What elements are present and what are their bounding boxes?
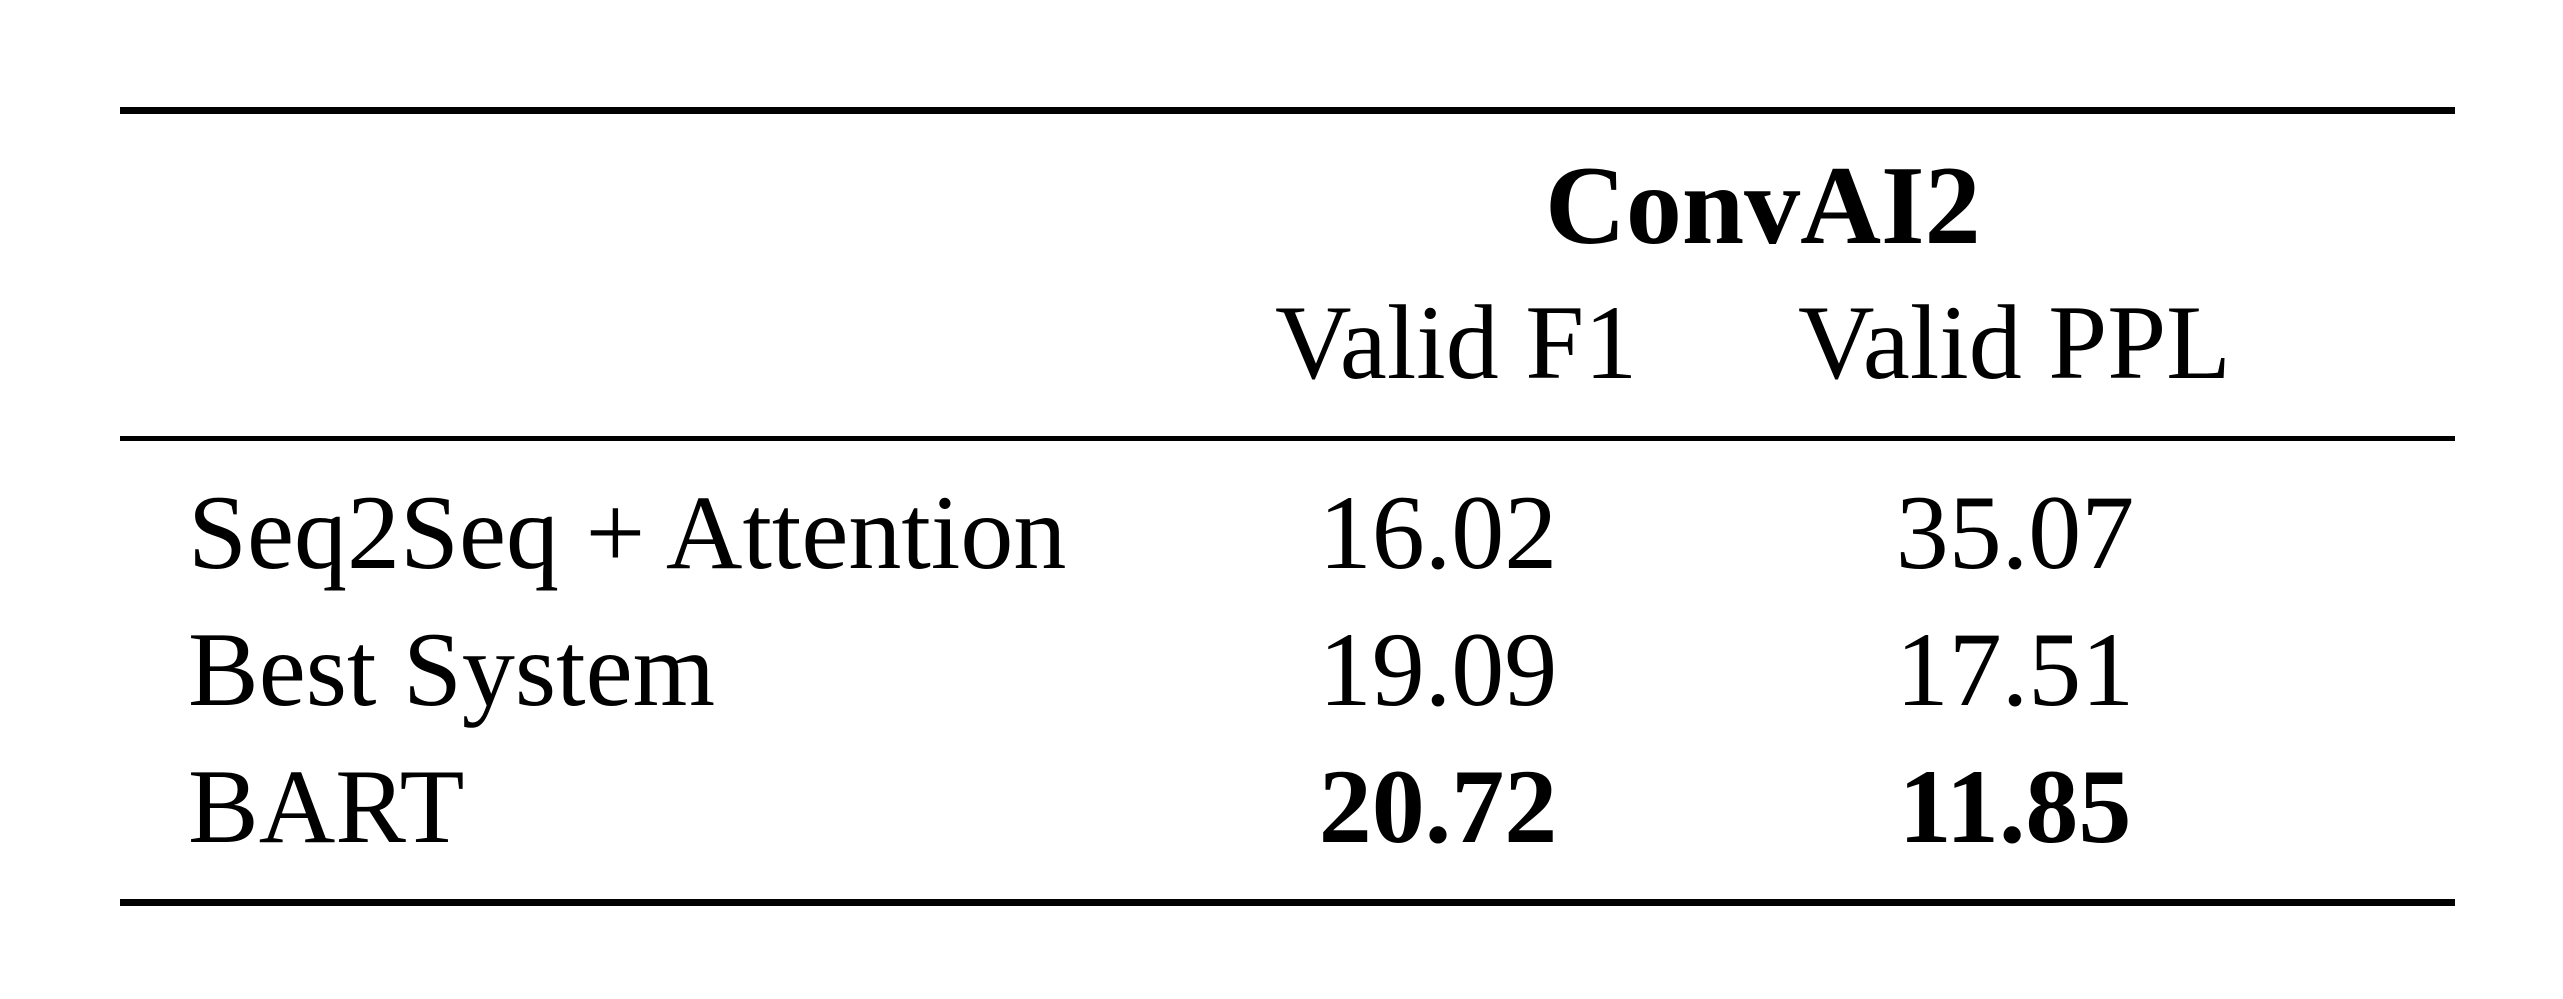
column-header-valid-f1: Valid F1 [1275, 284, 1638, 401]
row-label-bart: BART [188, 748, 465, 865]
row-label-seq2seq: Seq2Seq + Attention [188, 474, 1067, 591]
group-header-convai2: ConvAI2 [1545, 144, 1981, 268]
cell-best-system-valid-ppl: 17.51 [1895, 611, 2135, 728]
cell-best-system-valid-f1: 19.09 [1318, 611, 1558, 728]
cell-seq2seq-valid-f1: 16.02 [1318, 474, 1558, 591]
row-label-best-system: Best System [188, 611, 716, 728]
cell-bart-valid-f1: 20.72 [1318, 748, 1558, 865]
cell-seq2seq-valid-ppl: 35.07 [1895, 474, 2135, 591]
top-rule [120, 107, 2455, 114]
column-header-valid-ppl: Valid PPL [1798, 284, 2231, 401]
cell-bart-valid-ppl: 11.85 [1898, 748, 2132, 865]
header-rule [120, 436, 2455, 441]
bottom-rule [120, 899, 2455, 906]
